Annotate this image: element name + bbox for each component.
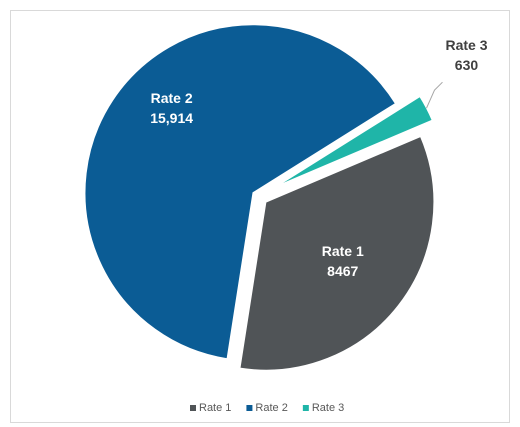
data-label-name: Rate 1	[322, 243, 364, 259]
data-label-name: Rate 3	[445, 37, 487, 53]
pie-slice	[239, 135, 435, 371]
legend-swatch	[302, 405, 309, 411]
data-label-name: Rate 2	[151, 90, 193, 106]
legend-label: Rate 1	[199, 402, 231, 414]
pie-slice	[84, 24, 397, 360]
legend-swatch	[246, 405, 253, 411]
legend-swatch	[190, 405, 196, 411]
data-label-value: 8467	[327, 263, 358, 279]
leader-line	[426, 81, 443, 109]
data-label-value: 15,914	[150, 110, 193, 126]
legend-label: Rate 3	[312, 402, 344, 414]
legend-label: Rate 2	[255, 402, 287, 414]
data-label-value: 630	[455, 57, 479, 73]
